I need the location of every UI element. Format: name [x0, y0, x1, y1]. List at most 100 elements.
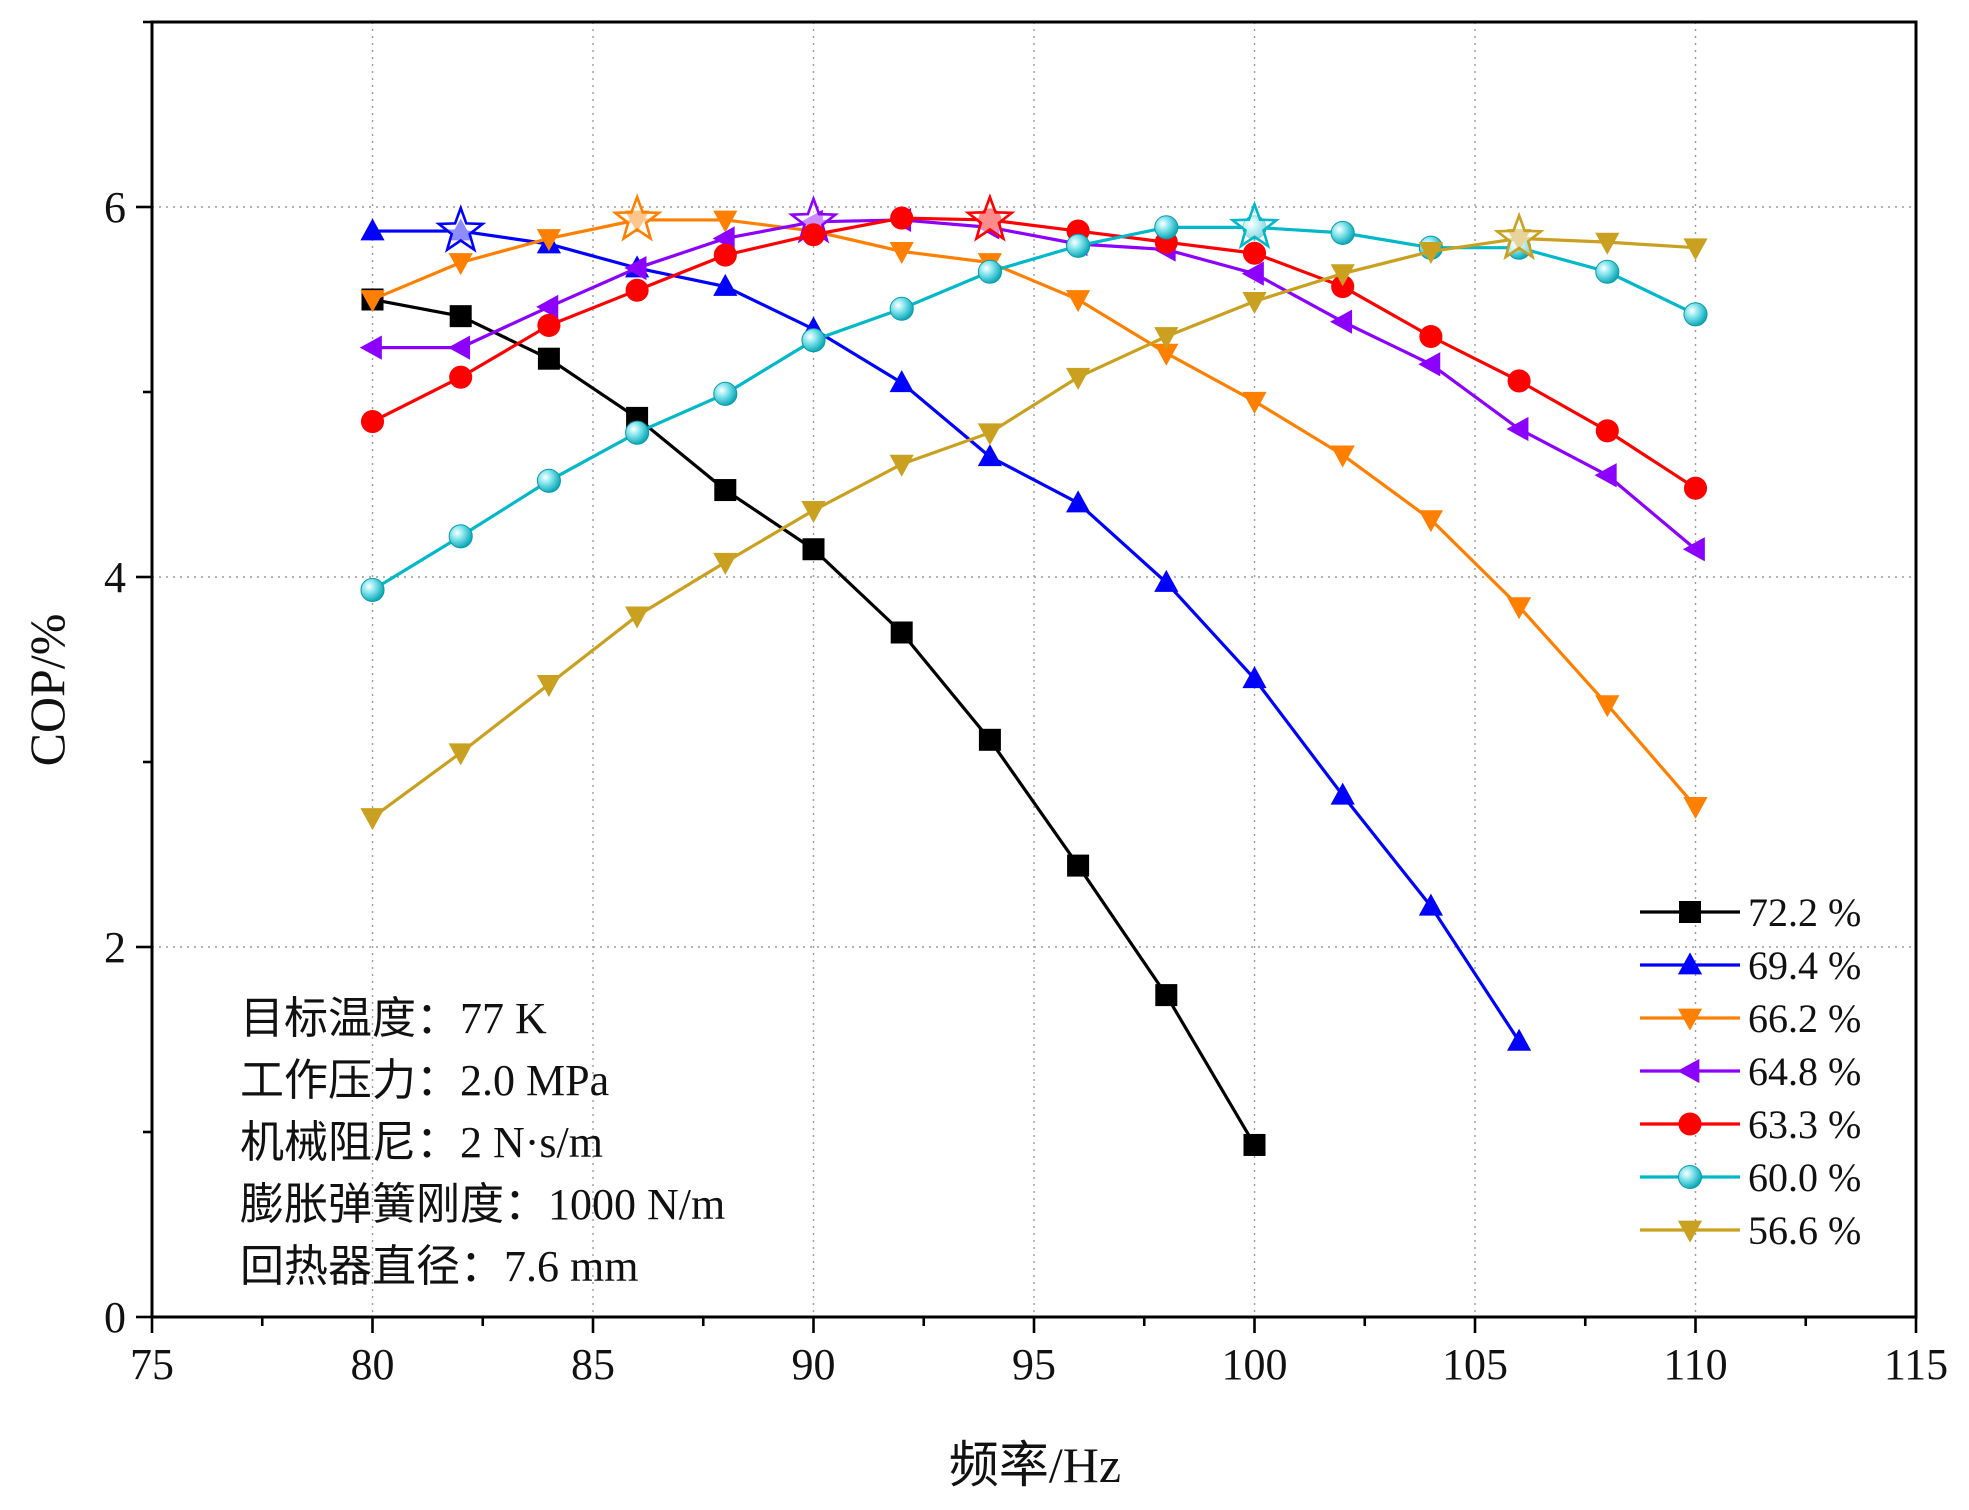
- series-566: [360, 211, 1708, 831]
- data-point: [890, 621, 913, 644]
- data-point: [1066, 233, 1091, 258]
- data-point: [714, 479, 737, 502]
- data-point: [713, 381, 738, 406]
- data-point: [1595, 259, 1620, 284]
- legend-label: 63.3 %: [1748, 1102, 1861, 1147]
- data-point: [1595, 419, 1619, 443]
- optimum-star-marker: [1493, 211, 1545, 261]
- data-point: [1066, 367, 1091, 390]
- legend-entry: 64.8 %: [1640, 1049, 1861, 1094]
- series-line: [372, 218, 1697, 551]
- series-line: [371, 216, 1697, 490]
- legend-marker: [1677, 1008, 1703, 1031]
- series-648: [359, 195, 1705, 562]
- legend-label: 66.2 %: [1748, 996, 1861, 1041]
- x-tick-label: 115: [1884, 1340, 1948, 1389]
- data-point: [1418, 242, 1443, 265]
- annotation-mechanical-damping: 机械阻尼：2 N·s/m: [240, 1118, 603, 1167]
- data-point: [1242, 292, 1267, 314]
- annotation-spring-stiffness: 膨胀弹簧刚度：1000 N/m: [240, 1180, 726, 1229]
- series-layer: [359, 193, 1708, 1156]
- data-point: [713, 210, 738, 233]
- data-point: [537, 313, 561, 337]
- legend-label: 69.4 %: [1748, 943, 1861, 988]
- data-point: [449, 305, 472, 328]
- data-point: [1683, 797, 1708, 820]
- legend-entry: 72.2 %: [1640, 890, 1861, 935]
- data-point: [1418, 893, 1443, 916]
- data-point: [359, 335, 382, 360]
- y-tick-label: 6: [104, 183, 126, 232]
- data-point: [360, 218, 385, 241]
- optimum-star-marker: [964, 193, 1016, 242]
- data-point: [1330, 220, 1355, 245]
- legend-marker: [1677, 952, 1703, 975]
- data-point: [889, 370, 914, 393]
- data-point: [1243, 1133, 1266, 1156]
- x-tick-label: 90: [792, 1340, 836, 1389]
- data-point: [1507, 369, 1531, 393]
- data-point: [889, 296, 914, 321]
- data-point: [977, 259, 1002, 284]
- data-point: [1154, 327, 1179, 350]
- x-tick-label: 95: [1012, 1340, 1056, 1389]
- data-point: [889, 454, 914, 477]
- data-point: [1155, 984, 1178, 1007]
- data-point: [890, 206, 914, 230]
- y-tick-label: 4: [104, 553, 126, 602]
- legend-label: 72.2 %: [1748, 890, 1861, 935]
- data-point: [536, 674, 561, 697]
- y-tick-label: 2: [104, 923, 126, 972]
- data-point: [713, 552, 738, 575]
- legend-label: 64.8 %: [1748, 1049, 1861, 1094]
- data-point: [448, 335, 471, 360]
- legend-entry: 69.4 %: [1640, 943, 1861, 988]
- data-point: [1594, 463, 1617, 488]
- x-tick-label: 80: [351, 1340, 395, 1389]
- data-point: [1330, 309, 1353, 334]
- x-tick-label: 75: [130, 1340, 174, 1389]
- series-662: [360, 193, 1708, 820]
- data-point: [448, 253, 473, 276]
- data-point: [801, 328, 826, 353]
- annotation-regenerator-diameter: 回热器直径：7.6 mm: [240, 1242, 639, 1291]
- data-point: [1242, 391, 1267, 414]
- data-point: [1242, 241, 1267, 265]
- x-tick-label: 105: [1442, 1340, 1508, 1389]
- data-point: [625, 606, 650, 629]
- data-point: [1506, 416, 1529, 442]
- data-point: [977, 423, 1002, 446]
- grid: [152, 22, 1916, 1317]
- data-point: [1682, 537, 1705, 562]
- data-point: [801, 501, 826, 524]
- x-tick-label: 100: [1222, 1340, 1288, 1389]
- data-point: [1066, 290, 1091, 313]
- data-point: [977, 444, 1002, 467]
- data-point: [1683, 476, 1708, 500]
- y-axis-label: COP/%: [19, 614, 75, 767]
- data-point: [1507, 1028, 1532, 1051]
- series-line: [371, 225, 1697, 592]
- data-point: [1154, 215, 1179, 240]
- data-point: [536, 294, 559, 319]
- data-point: [1419, 324, 1443, 349]
- annotation-target-temperature: 目标温度：77 K: [240, 994, 547, 1043]
- data-point: [625, 420, 650, 445]
- data-point: [713, 243, 737, 267]
- data-point: [1683, 238, 1708, 261]
- data-point: [449, 365, 473, 389]
- series-line: [371, 218, 1697, 808]
- data-point: [1067, 854, 1090, 877]
- legend-marker: [1677, 1220, 1703, 1243]
- data-point: [1418, 510, 1443, 533]
- data-point: [1418, 352, 1441, 377]
- data-point: [1683, 302, 1708, 327]
- data-point: [1595, 232, 1620, 255]
- data-point: [889, 242, 914, 265]
- data-point: [448, 524, 473, 549]
- data-point: [1331, 275, 1355, 299]
- data-point: [801, 223, 826, 247]
- data-point: [360, 577, 385, 603]
- y-tick-label: 0: [104, 1293, 126, 1342]
